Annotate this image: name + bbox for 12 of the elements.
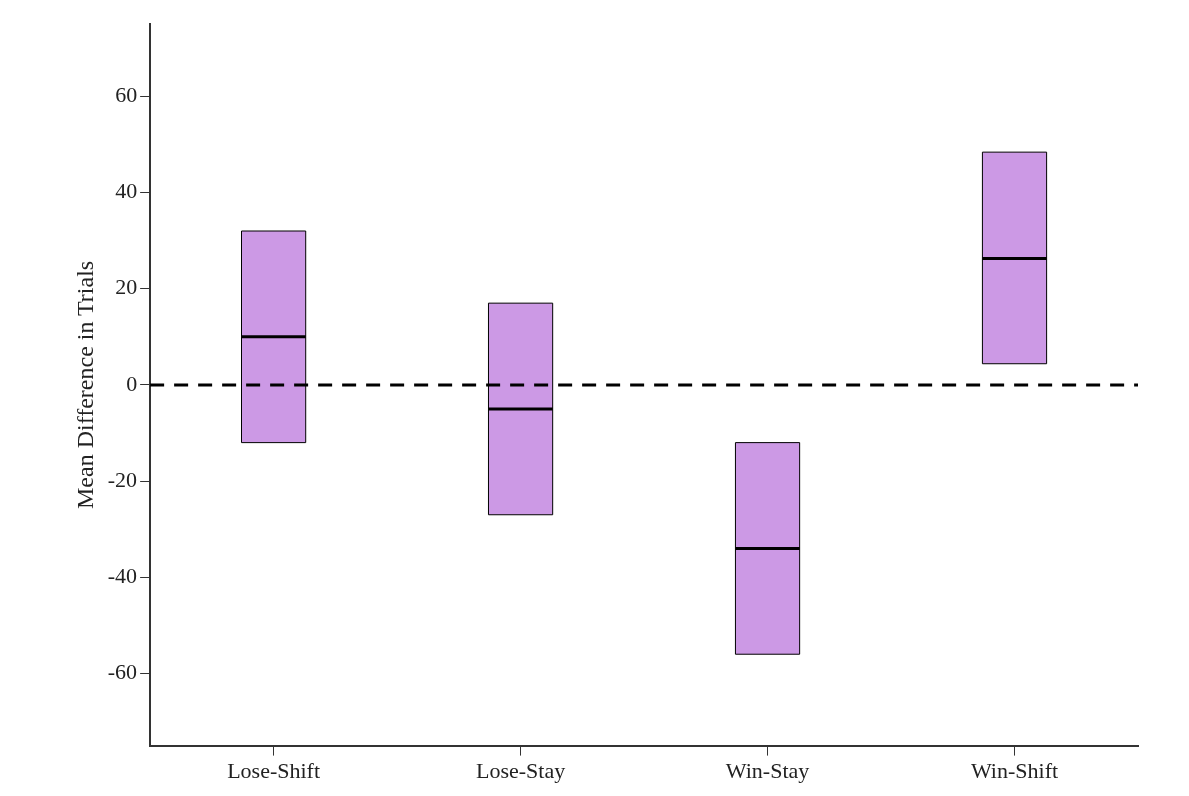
x-tick-label: Lose-Stay <box>475 757 566 783</box>
y-tick-label: 40 <box>115 178 138 204</box>
y-tick-label: 0 <box>126 370 138 396</box>
y-tick-label: 60 <box>115 82 138 108</box>
y-axis-title: Mean Difference in Trials <box>71 260 98 509</box>
y-tick-label: -40 <box>107 563 138 589</box>
x-tick-label: Win-Shift <box>970 757 1059 783</box>
y-tick-label: -20 <box>107 466 138 492</box>
x-tick-label: Lose-Shift <box>227 757 321 783</box>
y-tick-label: 20 <box>115 274 138 300</box>
x-tick-label: Win-Stay <box>725 757 810 783</box>
y-tick-label: -60 <box>107 659 138 685</box>
